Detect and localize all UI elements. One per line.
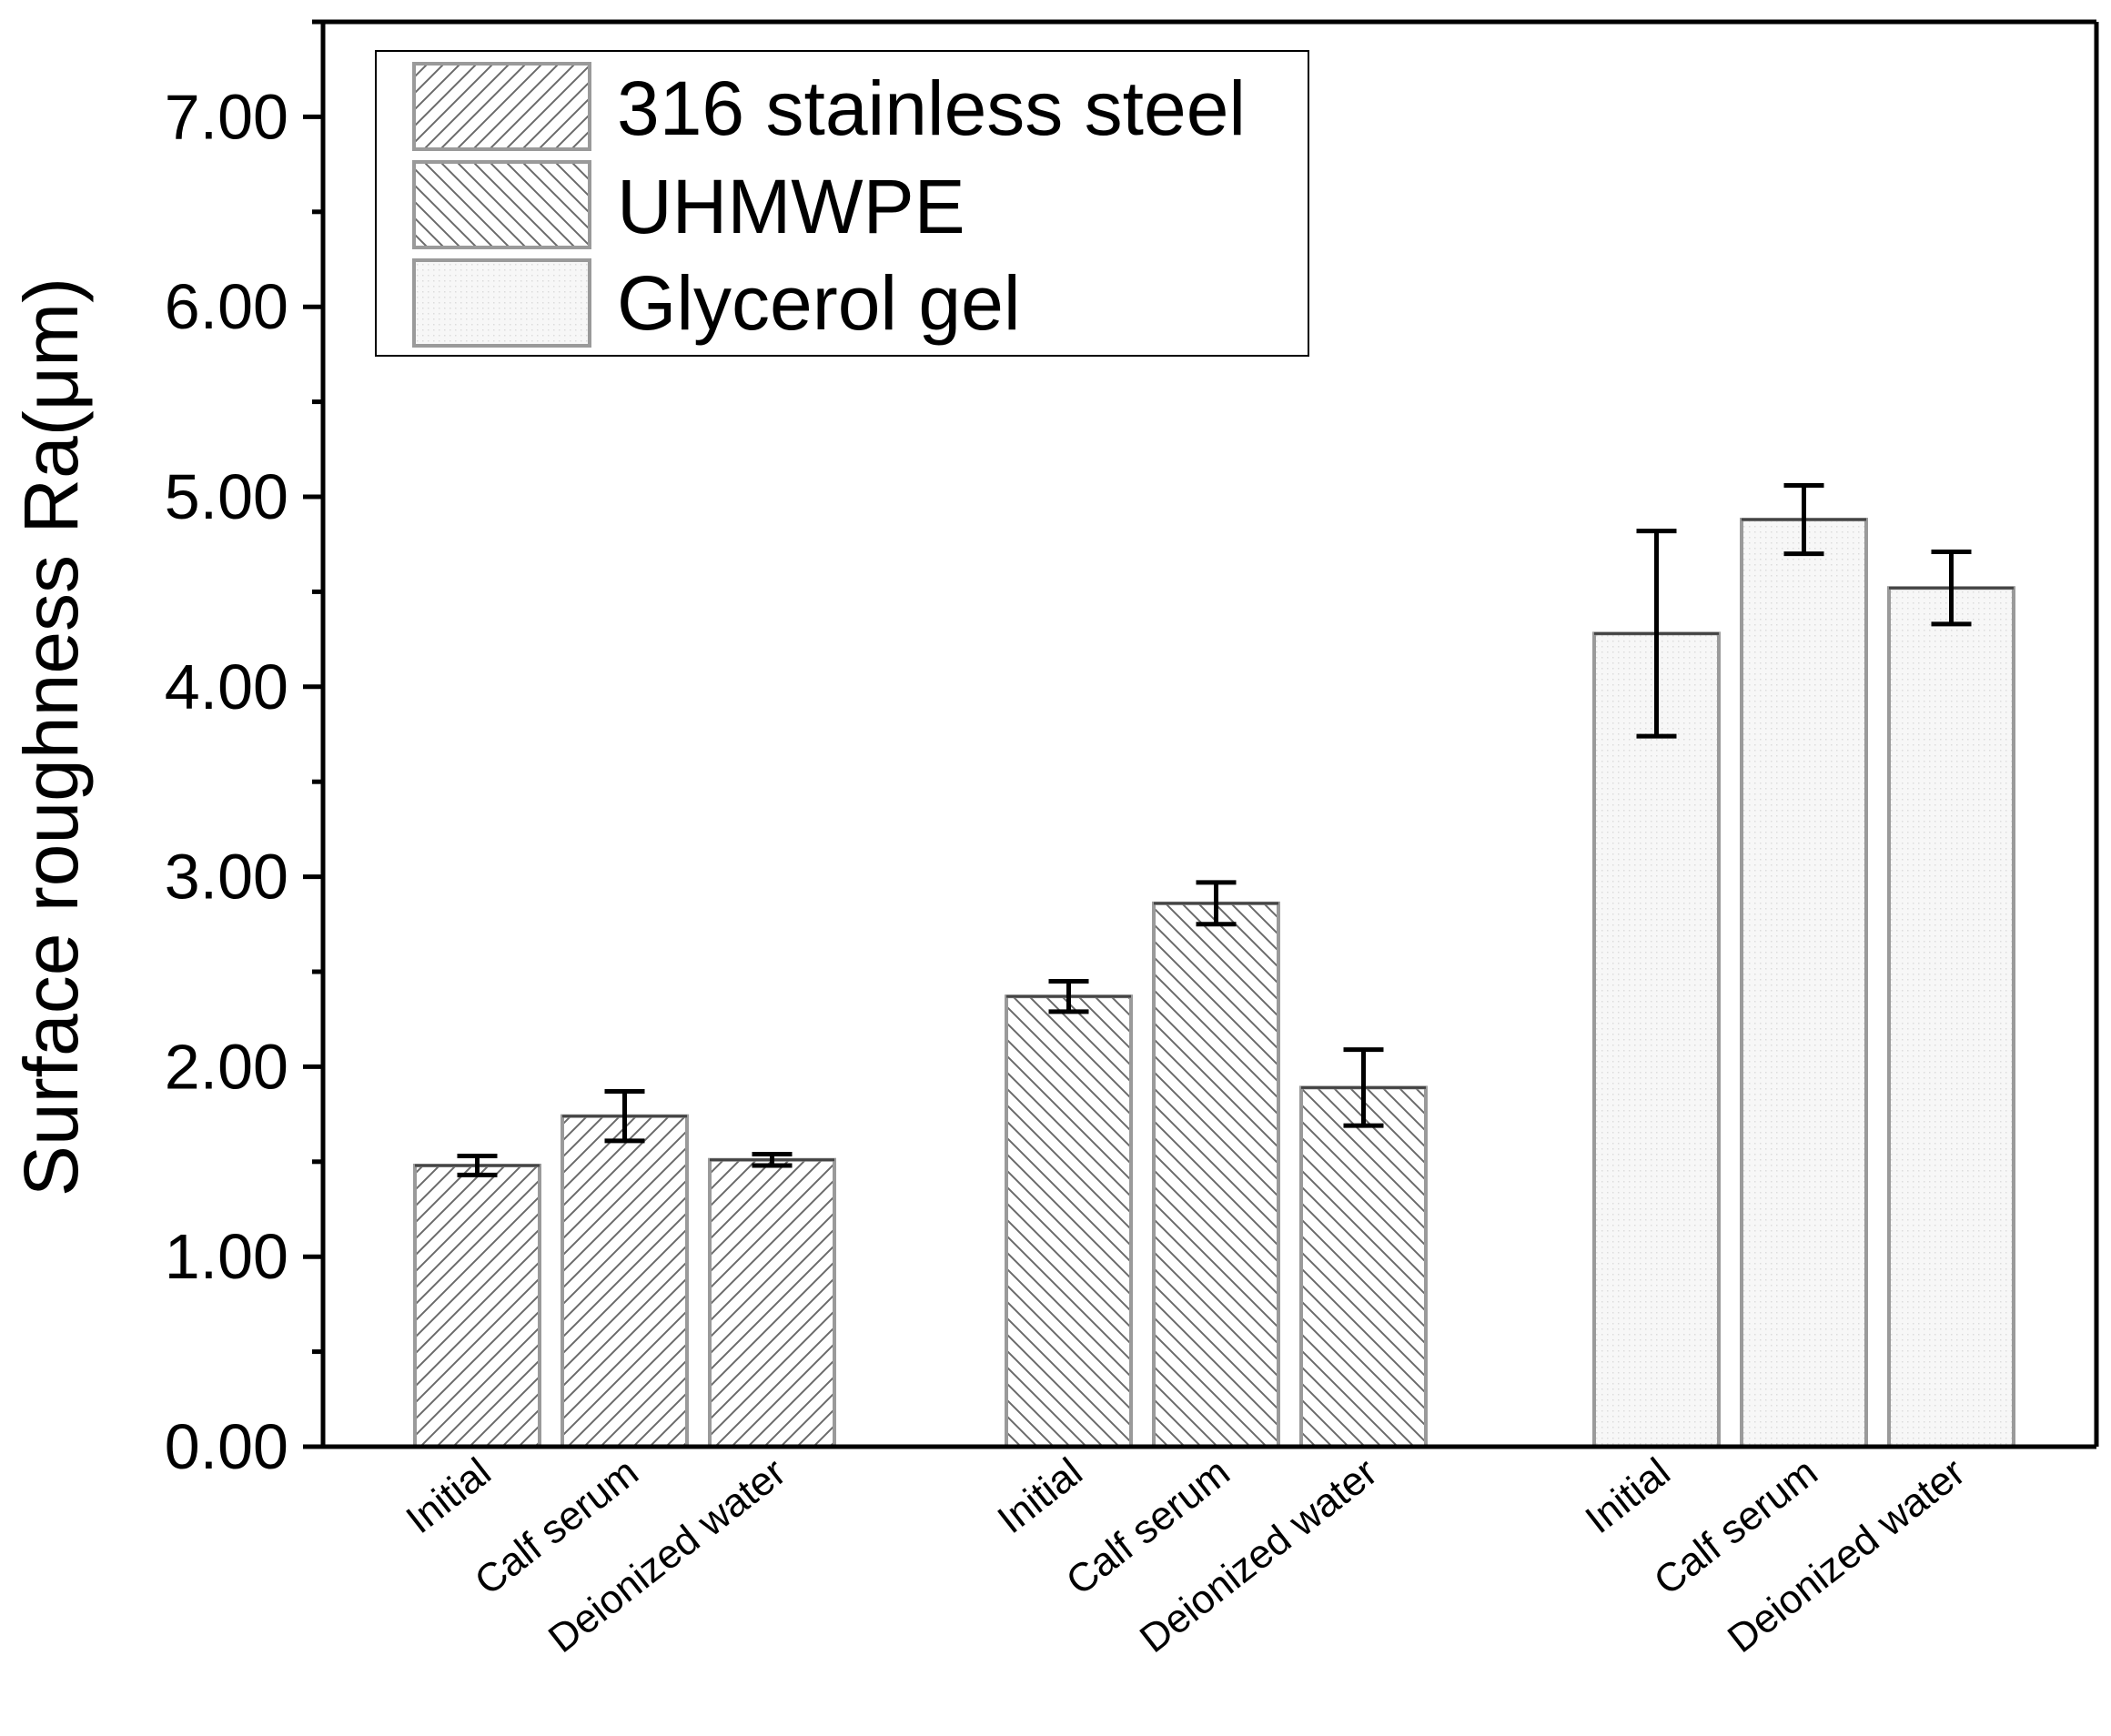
y-tick-label: 1.00 bbox=[165, 1221, 288, 1292]
error-bar-glycerol-gel-initial bbox=[1636, 529, 1677, 739]
y-tick-label: 5.00 bbox=[165, 461, 288, 532]
legend-swatch-uhmwpe bbox=[412, 160, 591, 249]
legend-label-uhmwpe: UHMWPE bbox=[617, 164, 965, 249]
legend: 316 stainless steel UHMWPE Glycerol gel bbox=[375, 50, 1309, 357]
bar-316-stainless-steel-deionized-water bbox=[708, 1157, 836, 1449]
bar-glycerol-gel-deionized-water bbox=[1887, 586, 2015, 1448]
axis-layer: 0.00 1.00 2.00 3.00 4.00 5.00 6.00 7.00 bbox=[165, 19, 2099, 1482]
legend-swatch-316-stainless-steel bbox=[412, 62, 591, 151]
y-tick-label: 0.00 bbox=[165, 1411, 288, 1482]
error-bar-glycerol-gel-calf-serum bbox=[1783, 482, 1824, 557]
error-bar-316-stainless-steel-calf-serum bbox=[604, 1089, 645, 1144]
y-tick-label: 7.00 bbox=[165, 81, 288, 152]
error-bars-layer bbox=[457, 482, 1972, 1177]
y-axis-title: Surface roughness Ra(μm) bbox=[8, 278, 94, 1196]
y-tick-label: 6.00 bbox=[165, 271, 288, 342]
y-tick-label: 2.00 bbox=[165, 1031, 288, 1102]
y-tick-label: 3.00 bbox=[165, 842, 288, 913]
bar-uhmwpe-deionized-water bbox=[1299, 1085, 1428, 1449]
bar-glycerol-gel-calf-serum bbox=[1740, 518, 1868, 1448]
x-tick-label-glycerol-gel-initial: Initial bbox=[1578, 1449, 1679, 1542]
legend-label-glycerol-gel: Glycerol gel bbox=[617, 260, 1021, 346]
bars-layer bbox=[413, 518, 2015, 1449]
bar-316-stainless-steel-initial bbox=[413, 1163, 541, 1448]
y-tick-label: 4.00 bbox=[165, 651, 288, 722]
error-bar-316-stainless-steel-initial bbox=[457, 1154, 498, 1177]
error-bar-uhmwpe-initial bbox=[1048, 978, 1089, 1014]
bar-uhmwpe-initial bbox=[1005, 994, 1133, 1449]
error-bar-uhmwpe-deionized-water bbox=[1343, 1047, 1384, 1128]
x-tick-label-316-stainless-steel-initial: Initial bbox=[399, 1449, 500, 1542]
x-tick-label-uhmwpe-initial: Initial bbox=[990, 1449, 1091, 1542]
error-bar-uhmwpe-calf-serum bbox=[1196, 880, 1237, 927]
legend-label-316-stainless-steel: 316 stainless steel bbox=[617, 66, 1246, 151]
bar-uhmwpe-calf-serum bbox=[1152, 901, 1280, 1448]
error-bar-glycerol-gel-deionized-water bbox=[1931, 550, 1972, 627]
error-bar-316-stainless-steel-deionized-water bbox=[752, 1151, 793, 1168]
legend-swatch-glycerol-gel bbox=[412, 258, 591, 348]
bar-glycerol-gel-initial bbox=[1592, 631, 1721, 1448]
bar-316-stainless-steel-calf-serum bbox=[561, 1114, 689, 1448]
